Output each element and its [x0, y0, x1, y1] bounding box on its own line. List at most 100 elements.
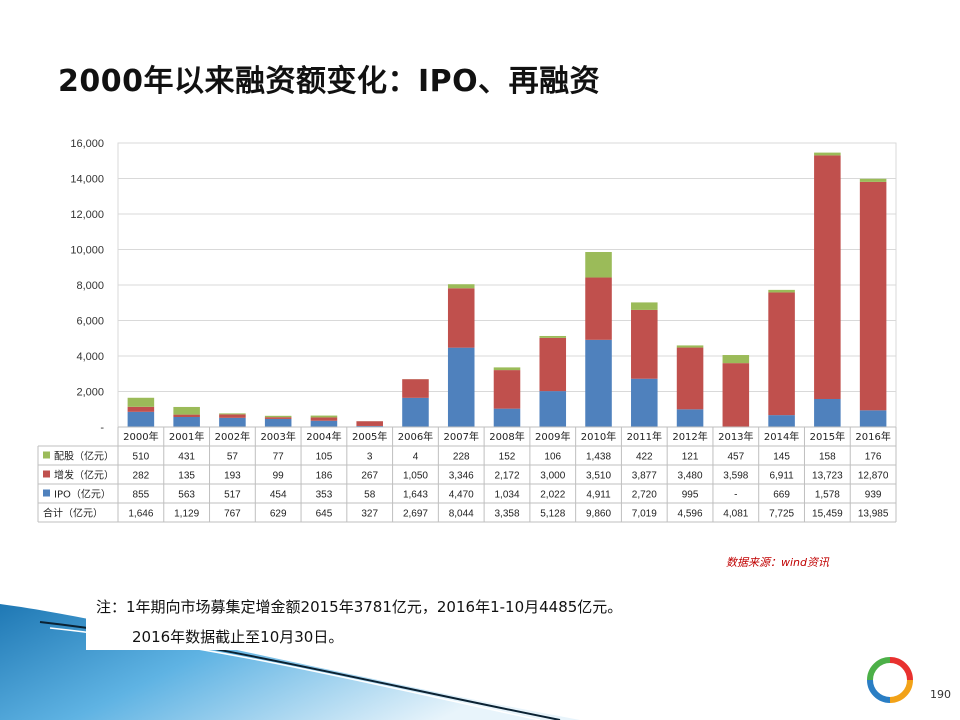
- x-category-label: 2013年: [718, 430, 753, 443]
- table-row-header: 合计（亿元）: [43, 507, 103, 520]
- footnote-line-1: 注：1年期向市场募集定增金额2015年3781亿元，2016年1-10月4485…: [96, 598, 623, 616]
- x-category-label: 2006年: [398, 430, 433, 443]
- bar-segment: [722, 355, 750, 364]
- bar-segment: [127, 406, 155, 412]
- bar-segment: [814, 152, 841, 156]
- table-row-header: IPO（亿元）: [54, 488, 111, 501]
- bar-segment: [631, 302, 658, 310]
- table-cell-value: 517: [224, 490, 241, 501]
- table-cell-value: 4,596: [678, 509, 703, 520]
- table-cell-value: 1,034: [494, 490, 519, 501]
- table-cell-value: 3: [367, 452, 373, 463]
- bar-segment: [310, 420, 338, 427]
- table-cell-value: 8,044: [449, 509, 474, 520]
- x-category-label: 2004年: [306, 430, 341, 443]
- table-cell-value: -: [734, 490, 737, 501]
- table-cell-value: 2,697: [403, 509, 428, 520]
- table-cell-value: 3,000: [540, 471, 565, 482]
- bar-segment: [264, 415, 292, 418]
- table-cell-value: 9,860: [586, 509, 611, 520]
- bar-segment: [127, 411, 155, 427]
- table-cell-value: 4,911: [586, 490, 611, 501]
- bar-segment: [676, 409, 704, 427]
- x-category-label: 2011年: [627, 430, 662, 443]
- table-cell-value: 145: [773, 452, 790, 463]
- bar-segment: [631, 378, 658, 427]
- table-cell-value: 15,459: [812, 509, 843, 520]
- bar-segment: [768, 289, 795, 293]
- table-cell-value: 267: [361, 471, 378, 482]
- table-cell-value: 995: [682, 490, 699, 501]
- y-tick-label: 4,000: [76, 351, 104, 363]
- table-cell-value: 1,438: [586, 452, 611, 463]
- x-category-label: 2007年: [444, 430, 479, 443]
- table-cell-value: 2,022: [540, 490, 565, 501]
- table-cell-value: 454: [270, 490, 287, 501]
- x-category-label: 2009年: [535, 430, 570, 443]
- table-cell-value: 282: [133, 471, 150, 482]
- bar-segment: [539, 335, 567, 338]
- data-source-note: 数据来源：wind资讯: [726, 556, 830, 569]
- table-cell-value: 5,128: [540, 509, 565, 520]
- table-cell-value: 4: [413, 452, 419, 463]
- table-cell-value: 158: [819, 452, 836, 463]
- table-cell-value: 431: [178, 452, 195, 463]
- legend-swatch: [43, 470, 50, 478]
- table-cell-value: 228: [453, 452, 470, 463]
- table-cell-value: 645: [316, 509, 333, 520]
- y-tick-label: 12,000: [70, 209, 104, 221]
- bar-segment: [493, 370, 521, 409]
- bar-segment: [539, 337, 567, 392]
- bar-segment: [722, 363, 750, 427]
- x-category-label: 2003年: [260, 430, 295, 443]
- bar-segment: [814, 398, 841, 427]
- bar-segment: [173, 417, 200, 427]
- table-cell-value: 1,129: [174, 509, 199, 520]
- table-cell-value: 510: [133, 452, 150, 463]
- bar-segment: [264, 417, 292, 419]
- table-cell-value: 6,911: [769, 471, 794, 482]
- table-cell-value: 176: [865, 452, 882, 463]
- table-cell-value: 186: [316, 471, 333, 482]
- bar-segment: [219, 413, 246, 415]
- y-tick-label: 16,000: [70, 138, 104, 150]
- table-cell-value: 2,720: [632, 490, 657, 501]
- table-cell-value: 669: [773, 490, 790, 501]
- table-cell-value: 58: [364, 490, 376, 501]
- y-tick-label: 10,000: [70, 245, 104, 257]
- table-cell-value: 99: [273, 471, 285, 482]
- bar-segment: [310, 417, 338, 421]
- table-cell-value: 1,050: [403, 471, 428, 482]
- bar-segment: [173, 406, 200, 415]
- x-category-label: 2002年: [215, 430, 250, 443]
- table-cell-value: 3,598: [723, 471, 748, 482]
- bar-segment: [768, 415, 795, 427]
- bar-segment: [859, 178, 887, 182]
- table-row-header: 增发（亿元）: [54, 469, 114, 482]
- table-cell-value: 3,510: [586, 471, 611, 482]
- x-category-label: 2001年: [169, 430, 204, 443]
- table-cell-value: 152: [499, 452, 516, 463]
- table-cell-value: 422: [636, 452, 653, 463]
- bar-segment: [493, 408, 521, 427]
- bar-segment: [493, 367, 521, 371]
- table-cell-value: 1,646: [128, 509, 153, 520]
- table-cell-value: 105: [316, 452, 333, 463]
- bar-segment: [676, 347, 704, 410]
- footnote-line-2: 2016年数据截止至10月30日。: [132, 628, 344, 646]
- bar-segment: [859, 181, 887, 411]
- y-tick-label: 14,000: [70, 174, 104, 186]
- table-cell-value: 12,870: [858, 471, 889, 482]
- table-cell-value: 193: [224, 471, 241, 482]
- table-cell-value: 1,578: [815, 490, 840, 501]
- table-cell-value: 855: [133, 490, 150, 501]
- legend-swatch: [43, 489, 50, 497]
- table-cell-value: 4,081: [723, 509, 748, 520]
- x-category-label: 2010年: [581, 430, 616, 443]
- bar-segment: [219, 417, 246, 427]
- y-tick-label: 6,000: [76, 316, 104, 328]
- bar-segment: [631, 309, 658, 379]
- y-tick-label: 2,000: [76, 387, 104, 399]
- page-number: 190: [930, 688, 951, 701]
- x-category-label: 2015年: [810, 430, 845, 443]
